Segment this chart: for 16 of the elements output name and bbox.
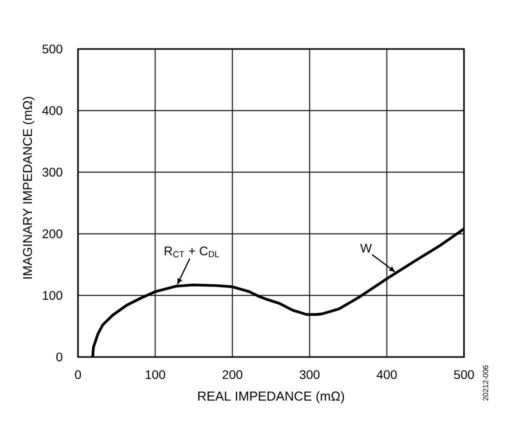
- x-tick-label: 300: [300, 370, 320, 380]
- y-axis-title: IMAGINARY IMPEDANCE (mΩ): [22, 96, 35, 279]
- y-tick-label: 200: [42, 229, 62, 238]
- annotation: R$_{CT}$ + C$_{DL}$: [164, 246, 220, 258]
- x-tick-label: 200: [222, 370, 242, 380]
- x-axis-title: REAL IMPEDANCE (mΩ): [198, 391, 344, 404]
- y-tick-label: 100: [42, 290, 62, 300]
- annotation: W: [360, 244, 372, 252]
- y-tick-label: 300: [42, 168, 62, 177]
- x-tick-label: 100: [146, 370, 166, 380]
- y-tick-label: 400: [42, 106, 62, 116]
- x-tick-label: 0: [75, 370, 81, 380]
- x-tick-label: 500: [454, 370, 474, 380]
- y-tick-label: 500: [42, 44, 62, 54]
- x-tick-label: 400: [376, 370, 397, 380]
- y-tick-label: 0: [56, 352, 62, 362]
